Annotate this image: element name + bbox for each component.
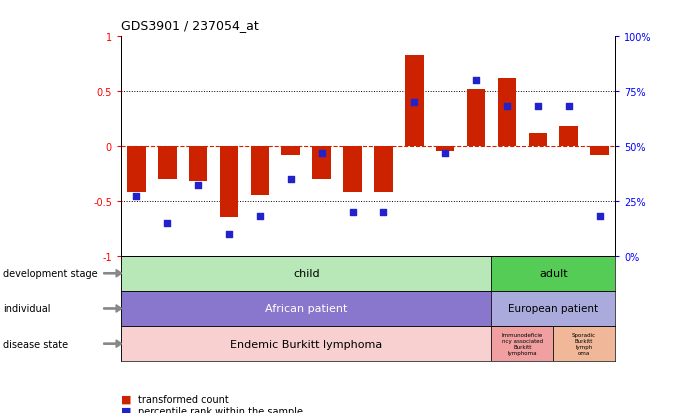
Bar xyxy=(405,56,424,147)
Text: transformed count: transformed count xyxy=(138,394,229,404)
Text: percentile rank within the sample: percentile rank within the sample xyxy=(138,406,303,413)
Bar xyxy=(553,326,615,361)
Bar xyxy=(121,291,491,326)
Point xyxy=(131,194,142,200)
Bar xyxy=(127,147,146,192)
Text: Endemic Burkitt lymphoma: Endemic Burkitt lymphoma xyxy=(230,339,382,349)
Text: European patient: European patient xyxy=(508,304,598,314)
Bar xyxy=(491,256,615,291)
Text: development stage: development stage xyxy=(3,268,98,279)
Bar xyxy=(343,147,362,192)
Point xyxy=(563,104,574,111)
Bar xyxy=(251,147,269,196)
Point xyxy=(316,150,327,157)
Text: GDS3901 / 237054_at: GDS3901 / 237054_at xyxy=(121,19,258,32)
Bar xyxy=(189,147,207,182)
Bar xyxy=(590,147,609,155)
Bar xyxy=(220,147,238,218)
Text: child: child xyxy=(293,268,319,279)
Point xyxy=(162,220,173,226)
Text: individual: individual xyxy=(3,304,51,314)
Bar xyxy=(281,147,300,155)
Text: Sporadic
Burkitt
lymph
oma: Sporadic Burkitt lymph oma xyxy=(572,332,596,355)
Bar xyxy=(158,147,176,179)
Text: adult: adult xyxy=(539,268,567,279)
Point xyxy=(439,150,451,157)
Point xyxy=(285,176,296,183)
Bar xyxy=(374,147,392,192)
Text: ■: ■ xyxy=(121,394,131,404)
Bar xyxy=(498,79,516,147)
Text: ■: ■ xyxy=(121,406,131,413)
Bar xyxy=(491,291,615,326)
Point xyxy=(347,209,358,216)
Point xyxy=(502,104,513,111)
Bar xyxy=(467,90,485,147)
Point xyxy=(254,214,265,220)
Text: disease state: disease state xyxy=(3,339,68,349)
Bar xyxy=(491,326,553,361)
Point xyxy=(471,78,482,84)
Bar xyxy=(312,147,331,179)
Bar xyxy=(121,326,491,361)
Text: African patient: African patient xyxy=(265,304,348,314)
Bar xyxy=(529,133,547,147)
Bar xyxy=(560,127,578,147)
Bar xyxy=(121,256,491,291)
Point xyxy=(409,100,420,106)
Point xyxy=(532,104,543,111)
Text: Immunodeficie
ncy associated
Burkitt
lymphoma: Immunodeficie ncy associated Burkitt lym… xyxy=(502,332,543,355)
Point xyxy=(193,183,204,189)
Point xyxy=(223,231,234,237)
Bar xyxy=(436,147,455,152)
Point xyxy=(594,214,605,220)
Point xyxy=(378,209,389,216)
